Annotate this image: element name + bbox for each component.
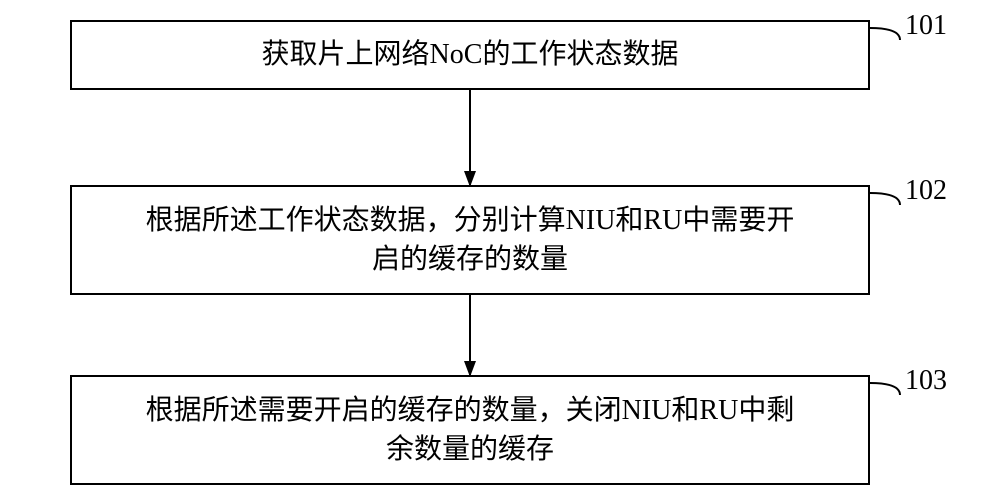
label-connector-102 <box>870 193 900 205</box>
flowchart-canvas: 获取片上网络NoC的工作状态数据 101 根据所述工作状态数据，分别计算NIU和… <box>0 0 1000 500</box>
flow-label-text: 102 <box>905 175 947 206</box>
flow-node-label-103: 103 <box>905 365 947 397</box>
flow-label-text: 101 <box>905 10 947 41</box>
flow-node-text: 获取片上网络NoC的工作状态数据 <box>262 35 679 74</box>
flow-node-step102: 根据所述工作状态数据，分别计算NIU和RU中需要开启的缓存的数量 <box>70 185 870 295</box>
flow-node-step103: 根据所述需要开启的缓存的数量，关闭NIU和RU中剩余数量的缓存 <box>70 375 870 485</box>
flow-label-text: 103 <box>905 365 947 396</box>
label-connector-101 <box>870 28 900 40</box>
flow-node-label-102: 102 <box>905 175 947 207</box>
label-connector-103 <box>870 383 900 395</box>
flow-node-text: 根据所述需要开启的缓存的数量，关闭NIU和RU中剩余数量的缓存 <box>146 391 795 469</box>
flow-node-step101: 获取片上网络NoC的工作状态数据 <box>70 20 870 90</box>
flow-node-label-101: 101 <box>905 10 947 42</box>
flow-node-text: 根据所述工作状态数据，分别计算NIU和RU中需要开启的缓存的数量 <box>146 201 795 279</box>
